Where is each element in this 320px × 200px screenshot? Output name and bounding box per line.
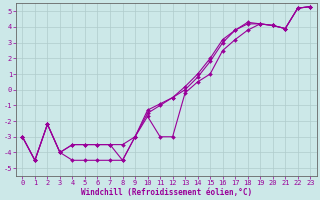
X-axis label: Windchill (Refroidissement éolien,°C): Windchill (Refroidissement éolien,°C) [81,188,252,197]
